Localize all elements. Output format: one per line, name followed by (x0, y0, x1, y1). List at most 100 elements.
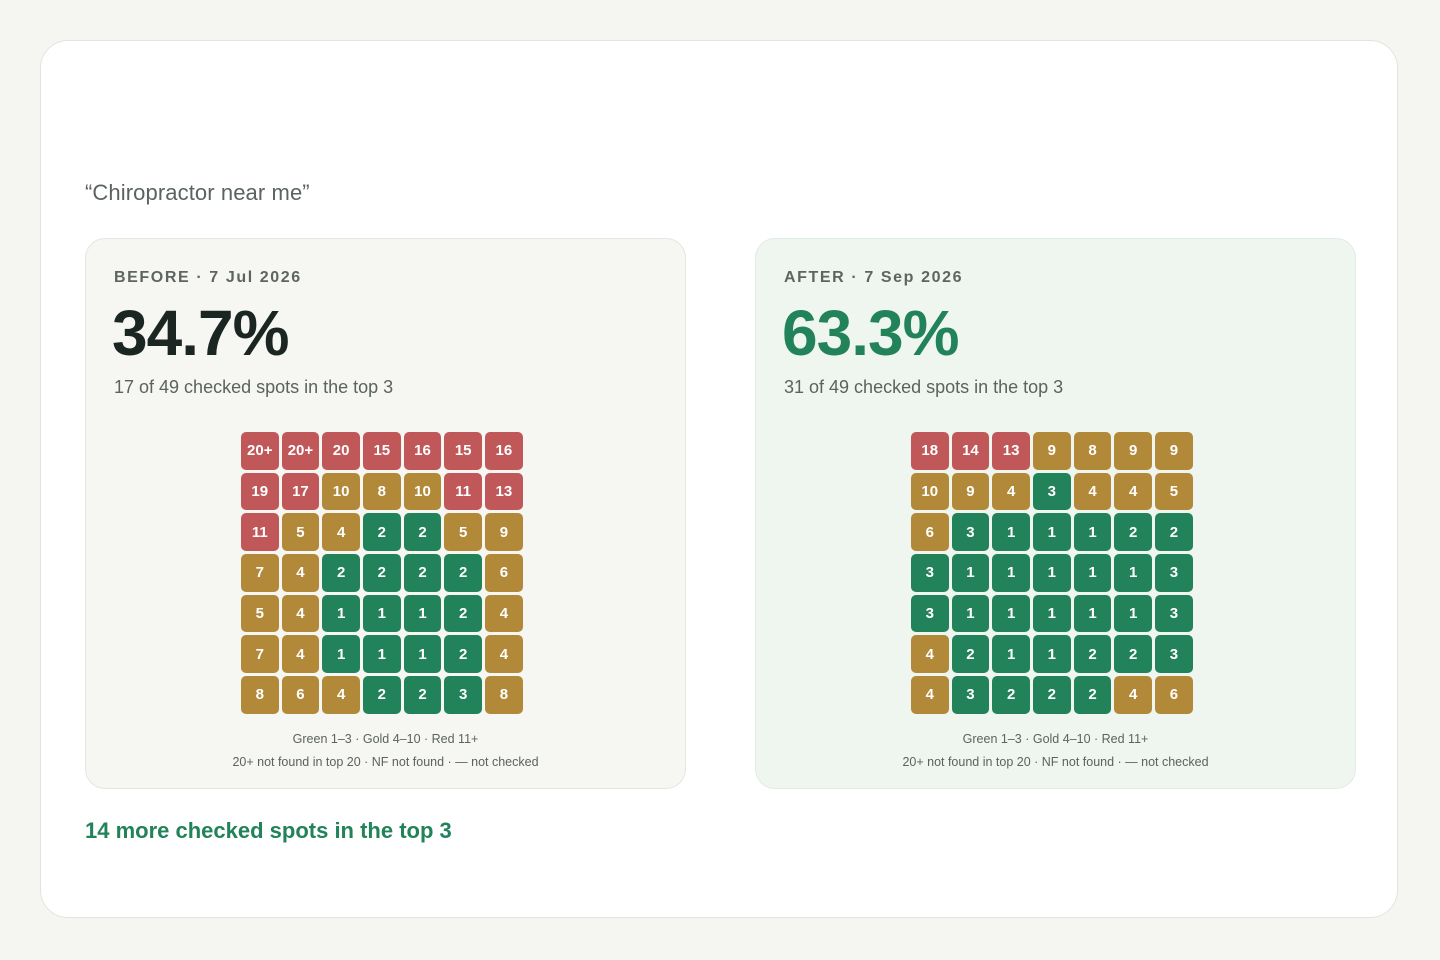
rank-cell: 18 (911, 432, 949, 470)
rank-cell: 13 (992, 432, 1030, 470)
rank-cell: 3 (1155, 594, 1193, 633)
rank-cell: 16 (403, 432, 442, 470)
rank-cell: 3 (1155, 554, 1193, 592)
after-subtitle: 31 of 49 checked spots in the top 3 (784, 377, 1064, 397)
rank-cell: 1 (992, 594, 1030, 633)
rank-cell: 13 (485, 472, 523, 511)
rank-cell: 5 (281, 513, 320, 551)
rank-cell: 11 (241, 513, 279, 551)
before-legend-notes: 20+ not found in top 20 · NF not found ·… (232, 755, 539, 769)
after-legend-colors: Green 1–3 · Gold 4–10 · Red 11+ (962, 732, 1149, 746)
rank-cell: 4 (322, 513, 360, 551)
rank-cell: 5 (444, 513, 482, 551)
rank-cell: 8 (363, 472, 401, 511)
rank-cell: 1 (992, 635, 1030, 673)
before-percentage: 34.7% (112, 297, 289, 369)
rank-cell: 15 (363, 432, 401, 470)
rank-cell: 2 (1073, 676, 1112, 714)
rank-cell: 1 (403, 594, 442, 633)
rank-cell: 9 (1155, 432, 1193, 470)
rank-cell: 2 (1155, 513, 1193, 551)
rank-cell: 4 (1114, 676, 1152, 714)
rank-cell: 2 (363, 676, 401, 714)
rank-cell: 2 (403, 554, 442, 592)
rank-cell: 9 (1114, 432, 1152, 470)
rank-cell: 1 (992, 554, 1030, 592)
rank-cell: 19 (241, 472, 279, 511)
rank-cell: 1 (1073, 594, 1112, 633)
after-panel: AFTER · 7 Sep 2026 63.3% 31 of 49 checke… (755, 238, 1356, 789)
rank-cell: 2 (1073, 635, 1112, 673)
rank-cell: 1 (1033, 635, 1071, 673)
before-panel: BEFORE · 7 Jul 2026 34.7% 17 of 49 check… (85, 238, 686, 789)
rank-cell: 3 (444, 676, 482, 714)
rank-cell: 10 (322, 472, 360, 511)
rank-cell: 2 (444, 594, 482, 633)
rank-cell: 3 (951, 676, 990, 714)
rank-cell: 1 (322, 594, 360, 633)
rank-cell: 1 (1033, 513, 1071, 551)
rank-cell: 2 (444, 635, 482, 673)
rank-cell: 20 (322, 432, 360, 470)
before-subtitle: 17 of 49 checked spots in the top 3 (114, 377, 394, 397)
rank-cell: 5 (1155, 472, 1193, 511)
rank-cell: 1 (1073, 513, 1112, 551)
after-rank-grid: 18 14 13 9 8 9 9 10 9 4 3 4 4 5 6 3 1 1 1 2 2 3 1 1 1 1 1 3 3 1 1 1 1 1 3 4… (911, 432, 1195, 716)
rank-cell: 4 (1073, 472, 1112, 511)
rank-cell: 2 (322, 554, 360, 592)
after-label: AFTER · 7 Sep 2026 (784, 269, 964, 286)
rank-cell: 5 (241, 594, 279, 633)
rank-cell: 1 (951, 554, 990, 592)
rank-cell: 1 (951, 594, 990, 633)
rank-cell: 3 (1155, 635, 1193, 673)
rank-cell: 2 (403, 676, 442, 714)
rank-cell: 1 (1114, 554, 1152, 592)
rank-cell: 2 (1033, 676, 1071, 714)
rank-cell: 16 (485, 432, 523, 470)
rank-cell: 7 (241, 554, 279, 592)
rank-cell: 20+ (281, 432, 320, 470)
after-percentage: 63.3% (782, 297, 959, 369)
rank-cell: 6 (1155, 676, 1193, 714)
rank-cell: 1 (1114, 594, 1152, 633)
rank-cell: 4 (322, 676, 360, 714)
before-legend-colors: Green 1–3 · Gold 4–10 · Red 11+ (292, 732, 479, 746)
rank-cell: 2 (1114, 513, 1152, 551)
rank-cell: 2 (1114, 635, 1152, 673)
rank-cell: 3 (911, 554, 949, 592)
search-query-title: “Chiropractor near me” (85, 180, 310, 205)
rank-cell: 2 (363, 513, 401, 551)
rank-cell: 1 (363, 594, 401, 633)
rank-cell: 1 (1033, 594, 1071, 633)
rank-cell: 7 (241, 635, 279, 673)
rank-cell: 9 (1033, 432, 1071, 470)
rank-cell: 6 (485, 554, 523, 592)
rank-cell: 10 (911, 472, 949, 511)
rank-cell: 2 (403, 513, 442, 551)
after-legend-notes: 20+ not found in top 20 · NF not found ·… (902, 755, 1209, 769)
rank-cell: 14 (951, 432, 990, 470)
rank-cell: 4 (911, 635, 949, 673)
rank-cell: 4 (485, 635, 523, 673)
rank-cell: 1 (322, 635, 360, 673)
rank-cell: 3 (911, 594, 949, 633)
rank-cell: 6 (281, 676, 320, 714)
rank-cell: 8 (1073, 432, 1112, 470)
rank-cell: 6 (911, 513, 949, 551)
rank-cell: 4 (1114, 472, 1152, 511)
rank-cell: 4 (992, 472, 1030, 511)
rank-cell: 3 (1033, 472, 1071, 511)
before-rank-grid: 20+ 20+ 20 15 16 15 16 19 17 10 8 10 11 13 11 5 4 2 2 5 9 7 4 2… (241, 432, 525, 716)
rank-cell: 17 (281, 472, 320, 511)
rank-cell: 8 (241, 676, 279, 714)
rank-cell: 8 (485, 676, 523, 714)
rank-cell: 1 (1073, 554, 1112, 592)
rank-cell: 4 (281, 635, 320, 673)
rank-cell: 11 (444, 472, 482, 511)
report-card: “Chiropractor near me” BEFORE · 7 Jul 20… (40, 40, 1398, 918)
rank-cell: 2 (363, 554, 401, 592)
rank-cell: 1 (403, 635, 442, 673)
rank-cell: 1 (1033, 554, 1071, 592)
rank-cell: 1 (992, 513, 1030, 551)
rank-cell: 9 (951, 472, 990, 511)
